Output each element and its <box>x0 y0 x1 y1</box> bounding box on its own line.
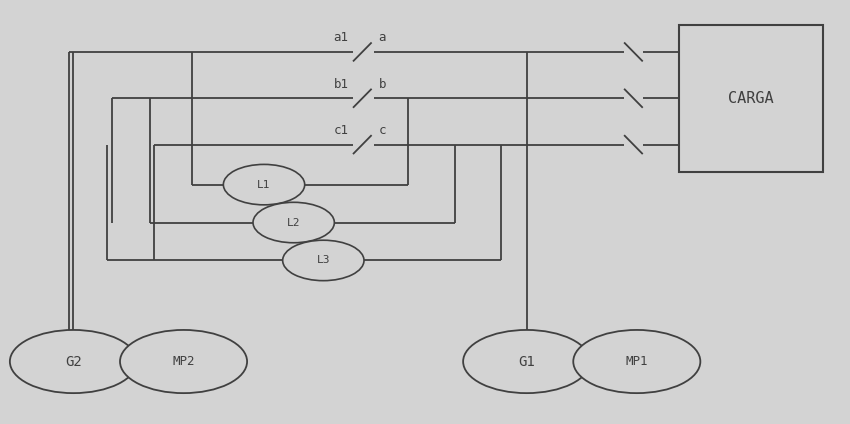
Text: b: b <box>378 78 386 91</box>
Circle shape <box>224 165 304 205</box>
Circle shape <box>573 330 700 393</box>
Text: c1: c1 <box>334 124 348 137</box>
Text: a1: a1 <box>334 31 348 45</box>
Text: L3: L3 <box>316 255 330 265</box>
Circle shape <box>10 330 137 393</box>
Bar <box>679 25 823 172</box>
Text: G1: G1 <box>518 354 535 368</box>
Text: L1: L1 <box>258 180 271 190</box>
Circle shape <box>253 202 334 243</box>
Text: MP2: MP2 <box>173 355 195 368</box>
Circle shape <box>463 330 590 393</box>
Circle shape <box>283 240 364 281</box>
Text: G2: G2 <box>65 354 82 368</box>
Circle shape <box>120 330 247 393</box>
Text: b1: b1 <box>334 78 348 91</box>
Text: c: c <box>378 124 386 137</box>
Text: MP1: MP1 <box>626 355 648 368</box>
Text: a: a <box>378 31 386 45</box>
Text: L2: L2 <box>287 218 300 228</box>
Text: CARGA: CARGA <box>728 91 774 106</box>
